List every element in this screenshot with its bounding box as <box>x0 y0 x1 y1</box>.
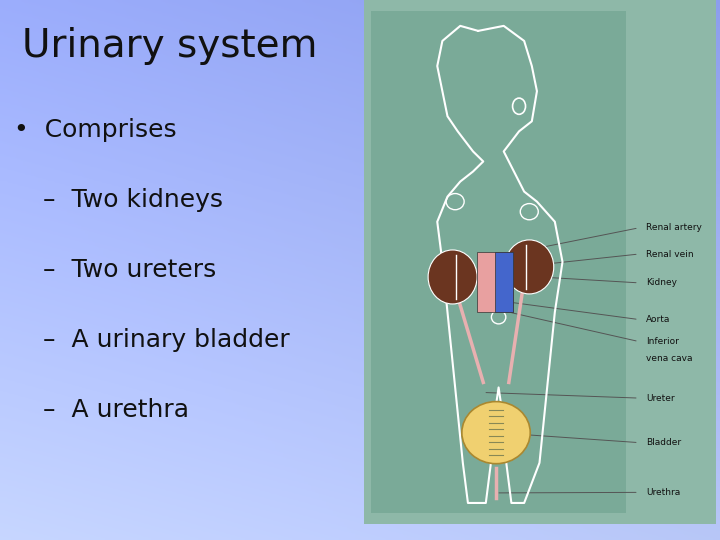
Ellipse shape <box>428 250 477 304</box>
Text: –  A urinary bladder: – A urinary bladder <box>43 328 290 352</box>
Text: •  Comprises: • Comprises <box>14 118 177 141</box>
Text: Kidney: Kidney <box>646 278 677 287</box>
Text: Urinary system: Urinary system <box>22 27 317 65</box>
Text: Ureter: Ureter <box>646 394 675 403</box>
Text: –  A urethra: – A urethra <box>43 399 189 422</box>
Text: vena cava: vena cava <box>646 354 693 363</box>
Text: –  Two ureters: – Two ureters <box>43 258 217 282</box>
Text: Renal artery: Renal artery <box>646 224 702 232</box>
Bar <box>477 252 513 312</box>
Bar <box>364 0 716 524</box>
Ellipse shape <box>505 240 554 294</box>
Text: Bladder: Bladder <box>646 438 681 447</box>
Ellipse shape <box>462 402 530 464</box>
Bar <box>495 252 513 312</box>
Text: Inferior: Inferior <box>646 337 679 346</box>
Text: Renal vein: Renal vein <box>646 249 693 259</box>
Text: –  Two kidneys: – Two kidneys <box>43 188 223 212</box>
Bar <box>371 11 626 513</box>
Text: Aorta: Aorta <box>646 315 670 324</box>
Text: Urethra: Urethra <box>646 488 680 497</box>
